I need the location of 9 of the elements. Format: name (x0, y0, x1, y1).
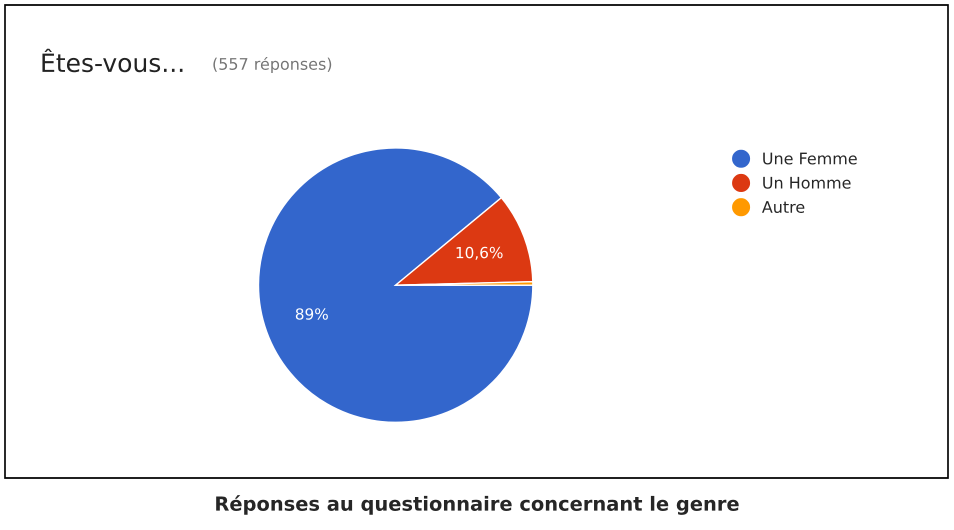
chart-title: Êtes-vous... (42, 48, 182, 72)
legend-label: Un Homme (763, 176, 851, 189)
legend-label: Une Femme (763, 152, 857, 165)
chart-subtitle: (557 réponses) (213, 56, 332, 74)
legend-label: Autre (762, 201, 804, 214)
text: Réponses au questionnaire concernant le genre (216, 495, 739, 515)
data-label: 89% (296, 308, 328, 320)
data-label: 10,6% (456, 246, 503, 260)
pie-slice (258, 147, 534, 424)
